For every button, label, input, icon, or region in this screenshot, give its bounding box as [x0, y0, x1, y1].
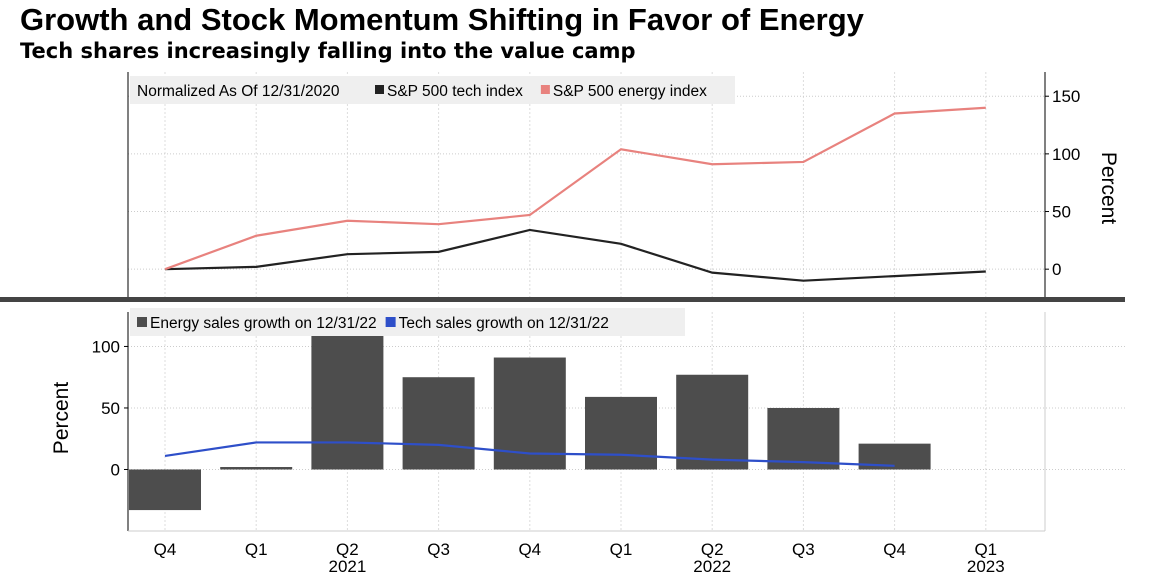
- x-tick-label: Q1: [974, 540, 997, 559]
- x-tick-label: Q1: [610, 540, 633, 559]
- legend-background: [130, 308, 685, 336]
- y-tick-label: 0: [1052, 260, 1061, 279]
- y-axis-label-top: Percent: [1097, 152, 1120, 225]
- bar: [402, 377, 475, 470]
- line-s-p-500-tech-index: [164, 228, 986, 282]
- x-tick-label: Q2: [701, 540, 724, 559]
- legend-label: Tech sales growth on 12/31/22: [399, 315, 609, 332]
- x-year-label: 2022: [693, 557, 731, 574]
- y-tick-label: 50: [101, 399, 120, 418]
- x-year-label: 2023: [967, 557, 1005, 574]
- legend-swatch: [137, 317, 147, 327]
- x-tick-label: Q3: [427, 540, 450, 559]
- y-tick-label: 100: [92, 337, 120, 356]
- y-tick-label: 150: [1052, 87, 1080, 106]
- x-tick-label: Q4: [154, 540, 177, 559]
- line-s-p-500-energy-index: [164, 106, 986, 271]
- x-tick-label: Q1: [245, 540, 268, 559]
- y-tick-label: 0: [111, 460, 120, 479]
- chart-title: Growth and Stock Momentum Shifting in Fa…: [20, 2, 864, 37]
- bar: [220, 467, 293, 470]
- legend-background: [130, 76, 735, 104]
- x-tick-label: Q4: [883, 540, 906, 559]
- bar: [676, 374, 749, 470]
- panel-separator: [0, 297, 1125, 302]
- y-tick-label: 50: [1052, 203, 1071, 222]
- chart-subtitle: Tech shares increasingly falling into th…: [20, 39, 636, 63]
- legend-label: Energy sales growth on 12/31/22: [150, 315, 377, 332]
- legend-swatch: [375, 85, 384, 94]
- legend-label: S&P 500 tech index: [387, 83, 523, 100]
- x-year-label: 2021: [328, 557, 366, 574]
- legend-swatch: [540, 85, 550, 94]
- legend-swatch: [385, 317, 396, 327]
- line-tech-sales-growth: [164, 441, 895, 467]
- legend-note: Normalized As Of 12/31/2020: [137, 83, 340, 100]
- x-tick-label: Q2: [336, 540, 359, 559]
- bar: [129, 469, 201, 511]
- bar: [767, 407, 840, 470]
- y-tick-label: 100: [1052, 145, 1080, 164]
- x-tick-label: Q4: [518, 540, 541, 559]
- bar: [311, 327, 384, 470]
- bar: [585, 396, 657, 470]
- legend-label: S&P 500 energy index: [553, 83, 707, 100]
- y-axis-label-bottom: Percent: [50, 382, 73, 455]
- x-tick-label: Q3: [792, 540, 815, 559]
